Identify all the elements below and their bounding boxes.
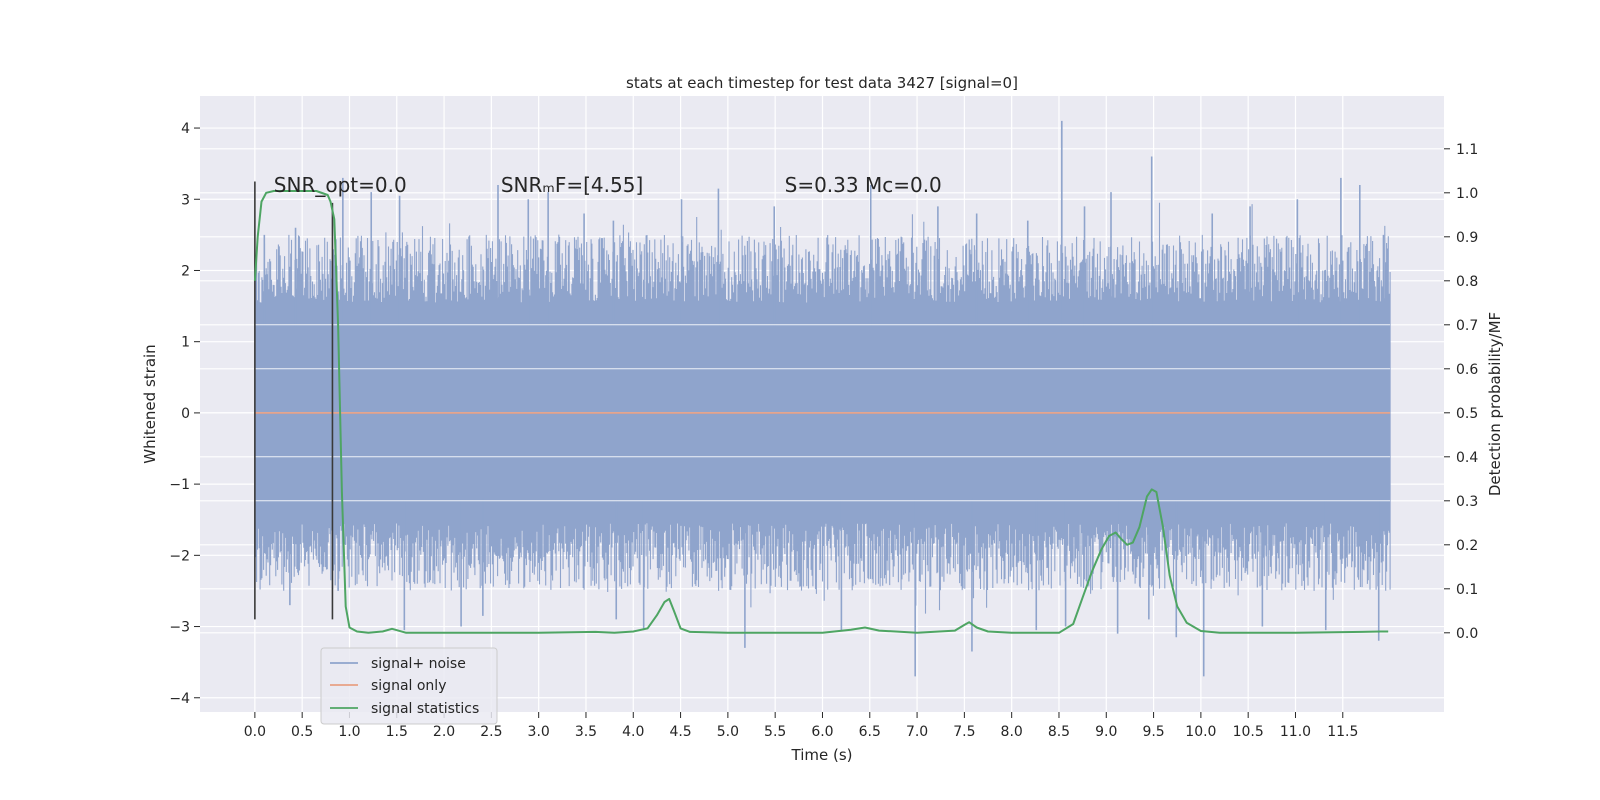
- series-lines: [253, 181, 1391, 634]
- y-right-tick-label-10: 1.0: [1456, 186, 1478, 202]
- x-tick-label-7: 3.5: [575, 724, 597, 740]
- x-tick-label-8: 4.0: [622, 724, 644, 740]
- y-right-tick-label-8: 0.8: [1456, 274, 1478, 290]
- annotations: SNR_opt=0.0 SNRₘF=[4.55] S=0.33 Mᴄ=0.0: [274, 173, 942, 197]
- legend-box: [320, 647, 498, 725]
- x-tick-label-3: 1.5: [386, 724, 408, 740]
- y-axis-label: Whitened strain: [141, 344, 159, 463]
- legend-label-signal-statistics: signal statistics: [371, 701, 479, 717]
- y-tick-label-3: −1: [169, 477, 190, 493]
- y-right-tick-label-11: 1.1: [1456, 142, 1478, 158]
- y-tick-label-0: −4: [169, 691, 190, 707]
- y-tick-label-7: 3: [181, 192, 190, 208]
- x-tick-label-16: 8.0: [1001, 724, 1023, 740]
- x-axis-label: Time (s): [791, 746, 853, 764]
- x-tick-label-23: 11.5: [1327, 724, 1358, 740]
- y-tick-label-1: −3: [169, 620, 190, 636]
- y-right-tick-label-4: 0.4: [1456, 450, 1478, 466]
- x-tick-label-15: 7.5: [953, 724, 975, 740]
- x-tick-label-17: 8.5: [1048, 724, 1070, 740]
- y-tick-label-2: −2: [169, 548, 190, 564]
- x-tick-label-2: 1.0: [338, 724, 360, 740]
- x-tick-label-12: 6.0: [811, 724, 833, 740]
- y-tick-label-4: 0: [181, 406, 190, 422]
- x-tick-label-21: 10.5: [1233, 724, 1264, 740]
- x-tick-label-1: 0.5: [291, 724, 313, 740]
- x-tick-label-19: 9.5: [1142, 724, 1164, 740]
- legend: signal+ noise signal only signal statist…: [320, 647, 498, 725]
- y-tick-label-5: 1: [181, 335, 190, 351]
- y-right-tick-label-5: 0.5: [1456, 406, 1478, 422]
- chart-title: stats at each timestep for test data 342…: [626, 74, 1018, 92]
- legend-label-signal-noise: signal+ noise: [371, 656, 466, 672]
- x-tick-label-20: 10.0: [1185, 724, 1216, 740]
- y-tick-label-6: 2: [181, 263, 190, 279]
- annotation-snr-opt: SNR_opt=0.0: [274, 173, 407, 197]
- x-tick-label-0: 0.0: [244, 724, 266, 740]
- axis-ticks: 0.0 0.5 1.0 1.5 2.0 2.5 3.0 3.5 4.0 4.5 5.0 5.5 6.0 6…: [169, 121, 1478, 740]
- x-tick-label-14: 7.0: [906, 724, 928, 740]
- y-right-tick-label-0: 0.0: [1456, 626, 1478, 642]
- annotation-snr-mf: SNRₘF=[4.55]: [501, 173, 643, 197]
- signal-statistics-line: [253, 190, 1389, 634]
- y-right-tick-label-2: 0.2: [1456, 538, 1478, 554]
- x-tick-label-11: 5.5: [764, 724, 786, 740]
- y-tick-label-8: 4: [181, 121, 190, 137]
- y-right-tick-label-3: 0.3: [1456, 494, 1478, 510]
- annotation-s-mc: S=0.33 Mᴄ=0.0: [785, 173, 942, 197]
- y-right-tick-label-9: 0.9: [1456, 230, 1478, 246]
- x-tick-label-18: 9.0: [1095, 724, 1117, 740]
- y-right-tick-label-6: 0.6: [1456, 362, 1478, 378]
- x-tick-label-9: 4.5: [669, 724, 691, 740]
- x-tick-label-10: 5.0: [717, 724, 739, 740]
- legend-label-signal-only: signal only: [371, 678, 446, 694]
- x-tick-label-13: 6.5: [859, 724, 881, 740]
- x-tick-label-5: 2.5: [480, 724, 502, 740]
- x-tick-label-6: 3.0: [528, 724, 550, 740]
- y-right-tick-label-7: 0.7: [1456, 318, 1478, 334]
- y-axis-right-label: Detection probability/MF: [1486, 312, 1504, 496]
- x-tick-label-4: 2.0: [433, 724, 455, 740]
- x-tick-label-22: 11.0: [1280, 724, 1311, 740]
- y-right-tick-label-1: 0.1: [1456, 582, 1478, 598]
